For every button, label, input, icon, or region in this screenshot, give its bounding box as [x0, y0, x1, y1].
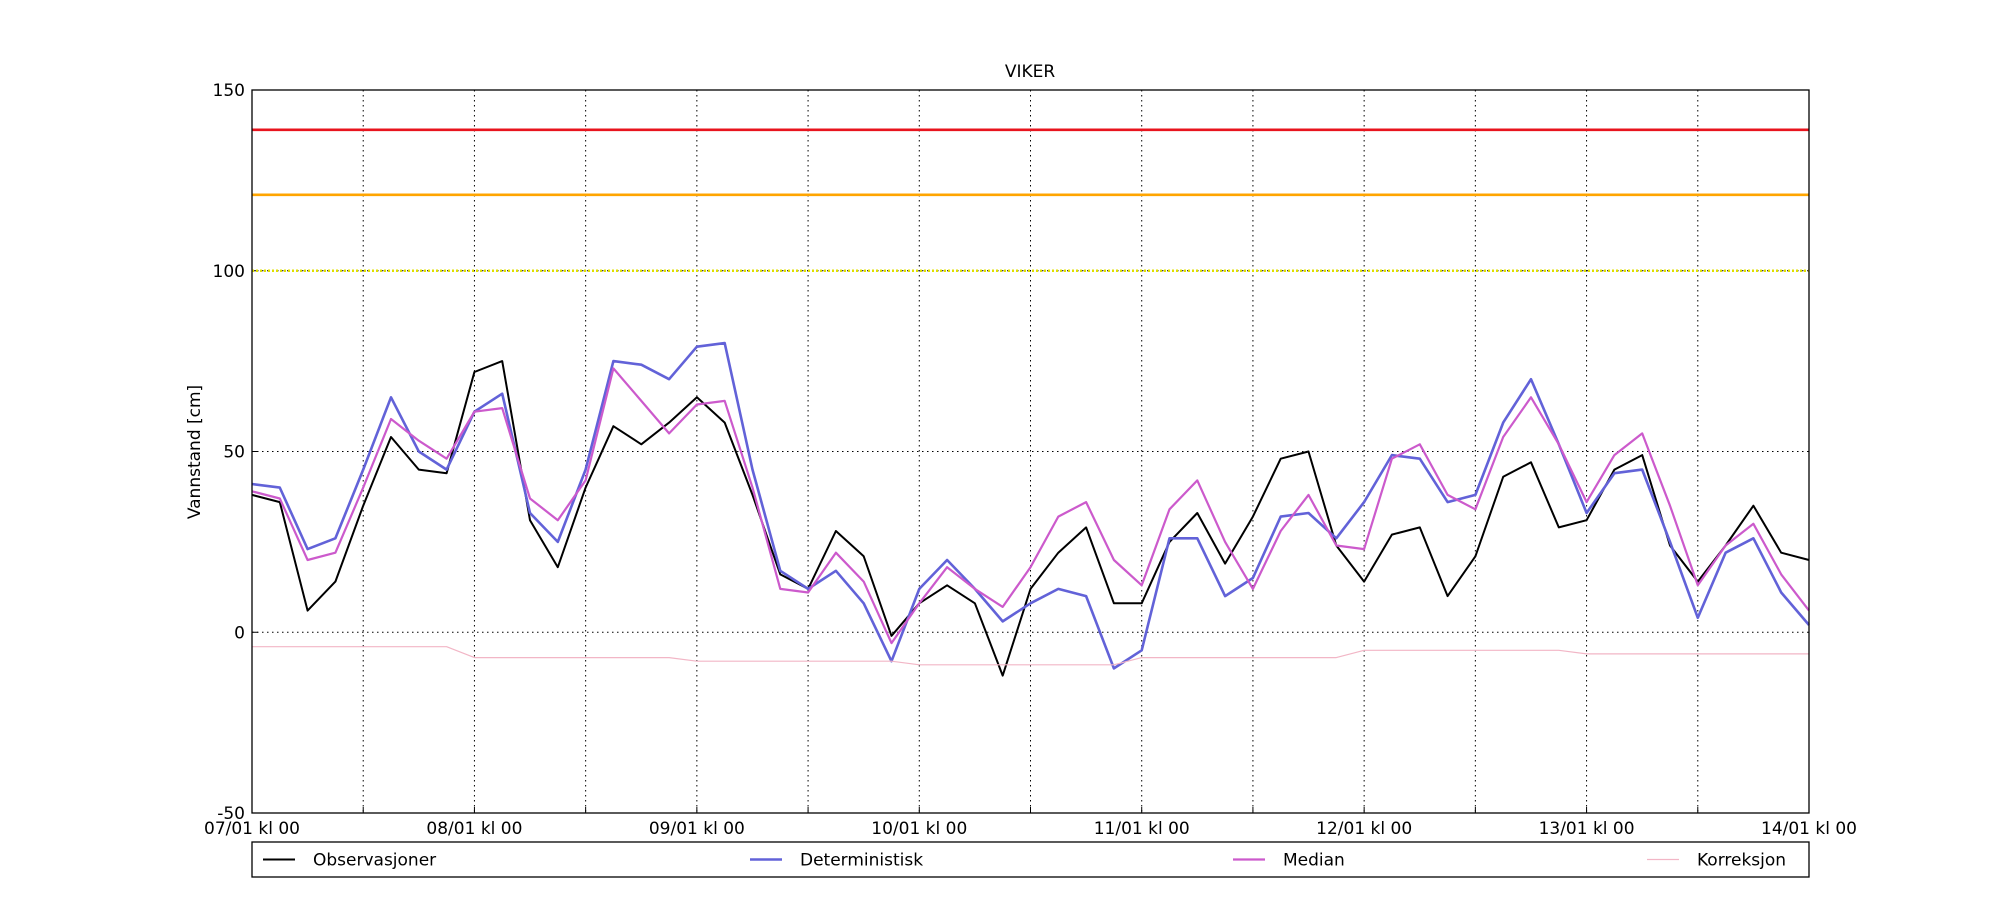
x-tick-label: 12/01 kl 00 [1316, 819, 1412, 839]
legend-label: Deterministisk [800, 851, 923, 871]
y-tick-label: 100 [213, 262, 245, 282]
x-tick-label: 13/01 kl 00 [1539, 819, 1635, 839]
x-tick-label: 07/01 kl 00 [204, 819, 300, 839]
plot-frame [251, 89, 1810, 814]
x-tick-label: 10/01 kl 00 [871, 819, 967, 839]
y-tick-label: 0 [234, 623, 245, 643]
legend-label: Korreksjon [1697, 851, 1786, 871]
chart-title: VIKER [1005, 62, 1056, 82]
x-tick-label: 08/01 kl 00 [426, 819, 522, 839]
x-tick-label: 09/01 kl 00 [649, 819, 745, 839]
series-line [251, 367, 1810, 645]
series-line [251, 341, 1810, 670]
y-tick-label: -50 [217, 804, 245, 824]
x-tick-label: 14/01 kl 00 [1761, 819, 1857, 839]
series-line [252, 646, 1809, 666]
legend-box [251, 841, 1810, 878]
x-tick-label: 11/01 kl 00 [1094, 819, 1190, 839]
series-line [251, 360, 1810, 677]
y-axis-label: Vannstand [cm] [185, 385, 205, 519]
y-tick-label: 50 [223, 443, 245, 463]
y-tick-label: 150 [213, 81, 245, 101]
legend-label: Median [1283, 851, 1345, 871]
legend-label: Observasjoner [313, 851, 436, 871]
